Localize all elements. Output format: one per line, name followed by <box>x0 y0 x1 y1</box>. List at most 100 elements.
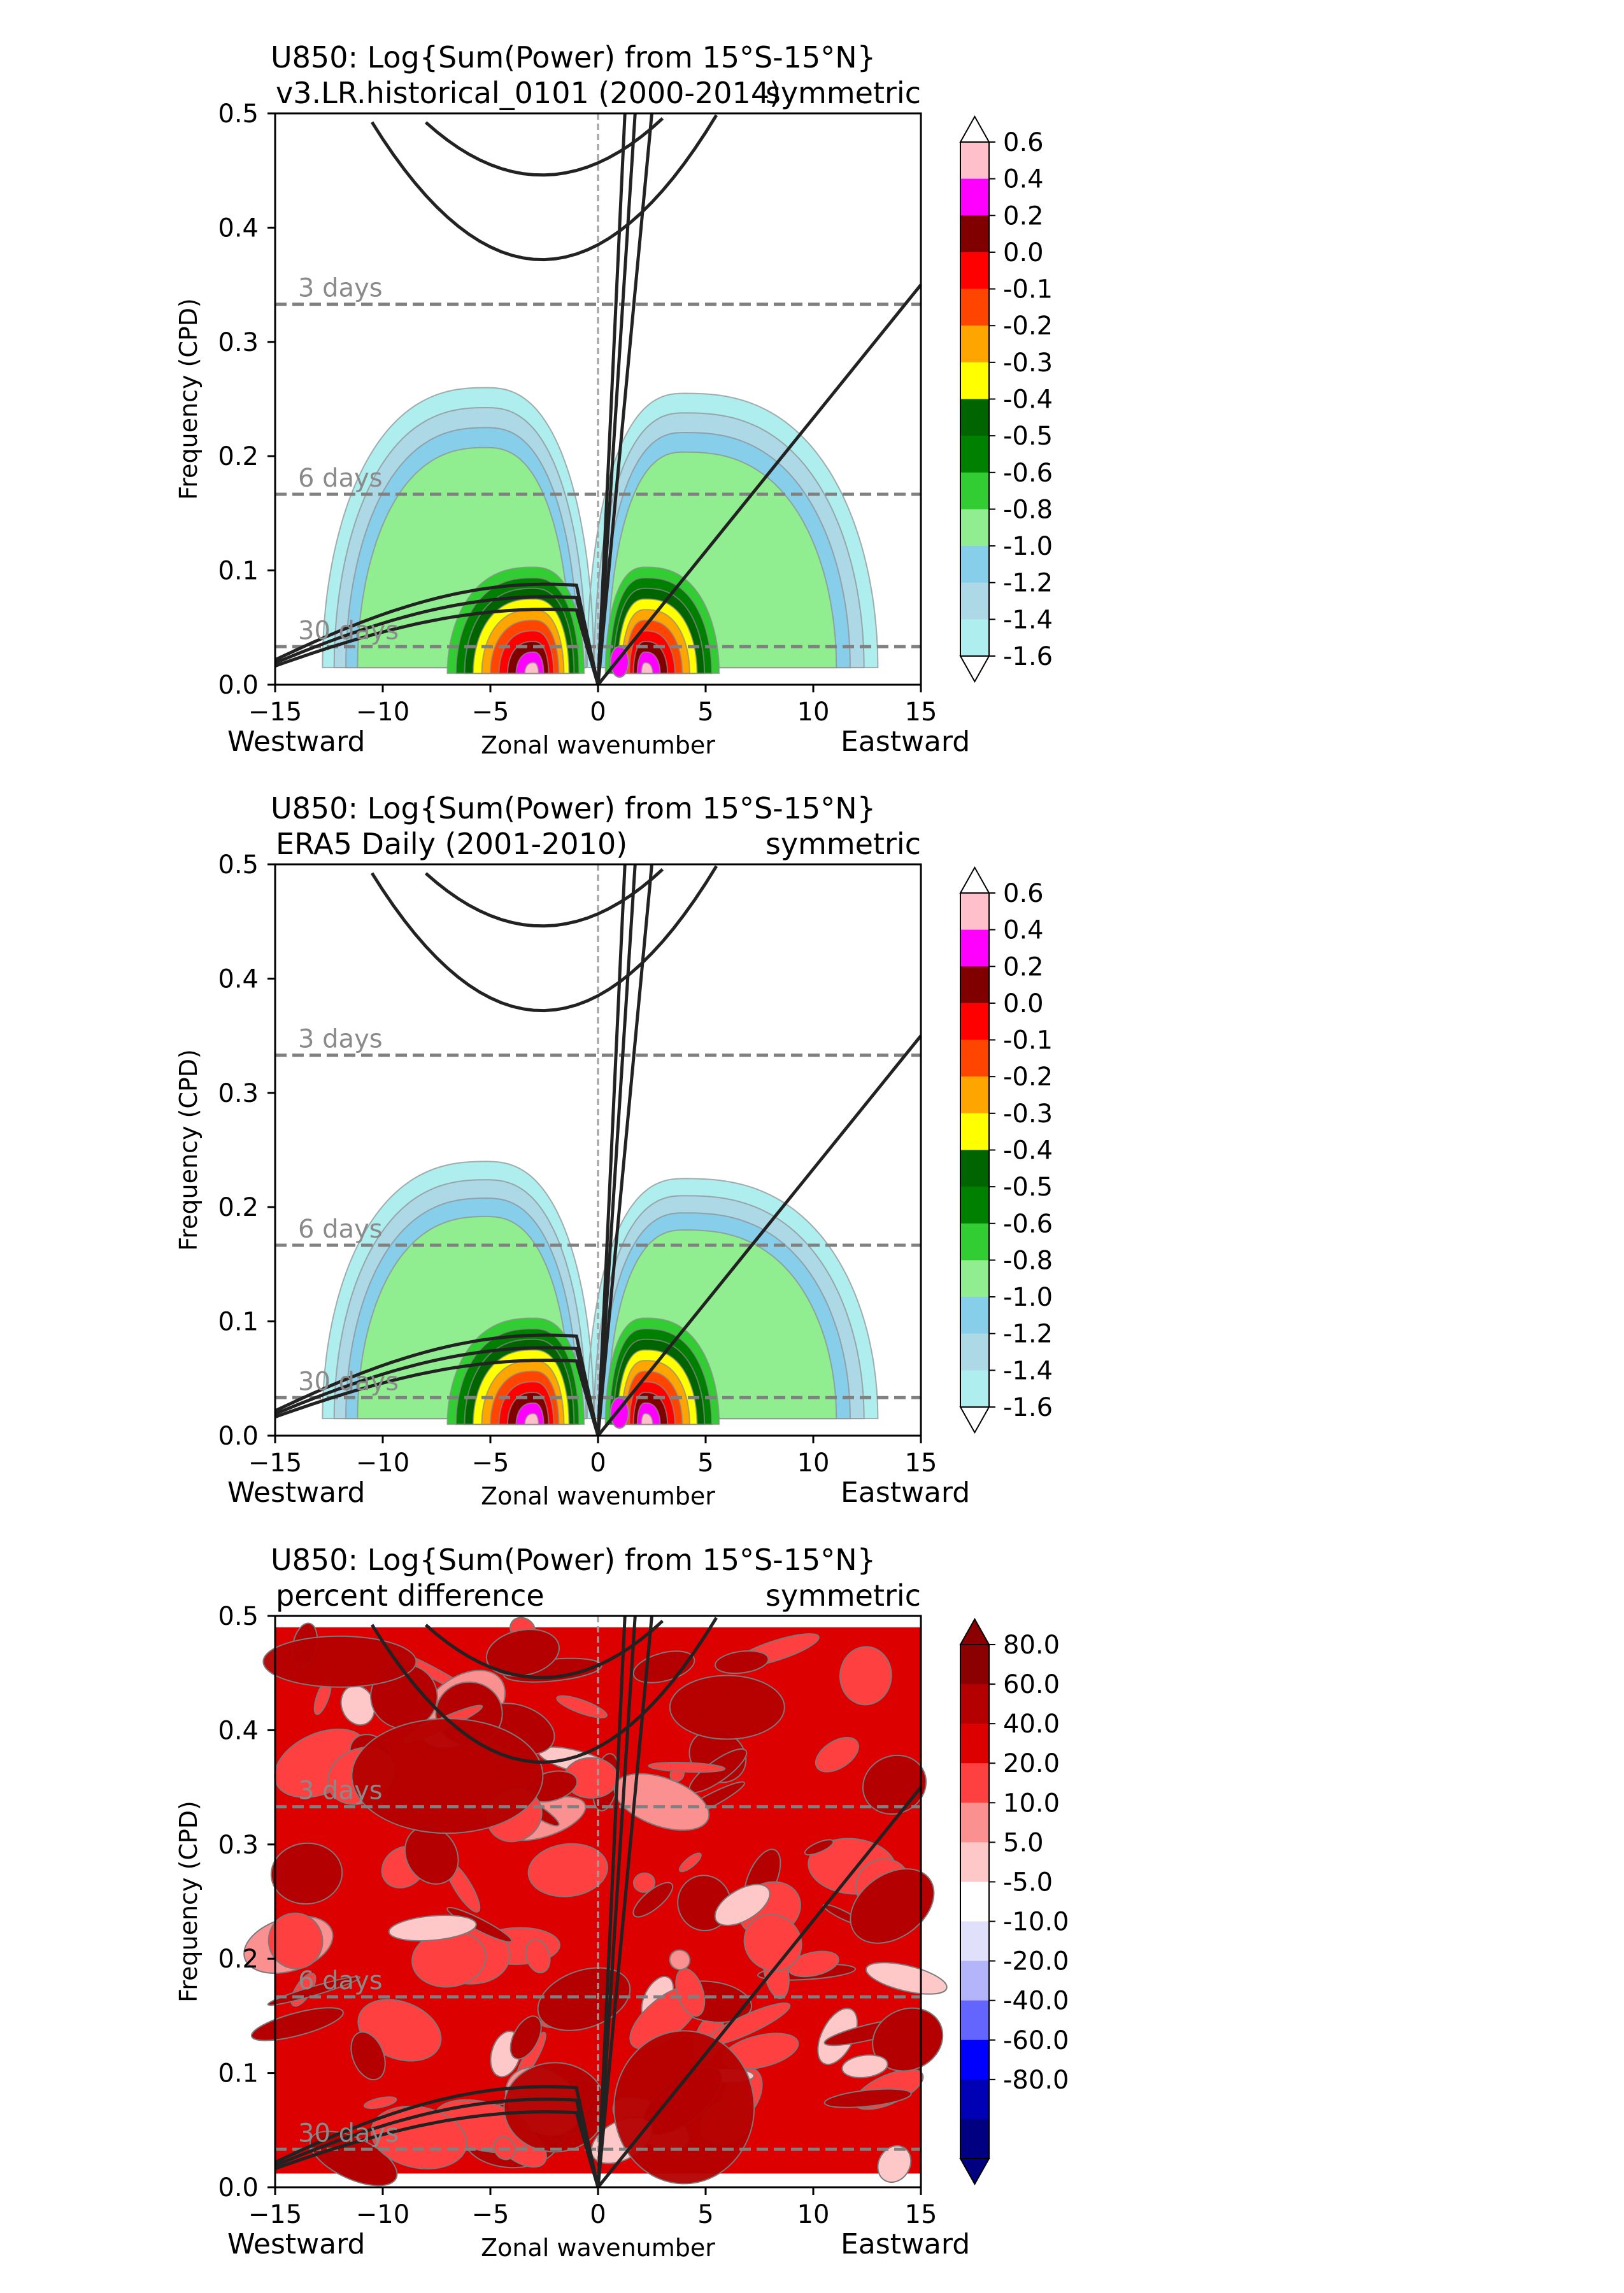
y-tick-label: 0.1 <box>218 557 259 586</box>
rossby-curve-3 <box>274 2110 600 2188</box>
y-tick-label: 0.0 <box>218 1422 259 1451</box>
colorbar-segment <box>960 472 989 510</box>
x-tick-label: 5 <box>697 697 713 727</box>
x-tick-label: −10 <box>356 2200 410 2229</box>
colorbar-tick-label: -1.0 <box>1003 532 1053 561</box>
colorbar: 0.6 0.4 0.2 0.0 -0.1 -0.2 -0.3 -0.4 -0.5 -0.6 -0.8… <box>959 866 1053 1434</box>
x-tick-label: 10 <box>797 1448 830 1478</box>
colorbar-tick-label: -0.1 <box>1003 1026 1053 1055</box>
colorbar-tick-label: 5.0 <box>1003 1828 1044 1857</box>
colorbar-segment <box>960 1076 989 1114</box>
kelvin-line-4 <box>597 1786 922 2189</box>
contour-fills <box>322 387 879 678</box>
colorbar-tick-label: 0.4 <box>1003 165 1044 194</box>
chart-subtitle-right: symmetric <box>766 76 921 110</box>
y-axis-label: Frequency (CPD) <box>175 1801 203 2003</box>
colorbar-segment <box>960 178 989 216</box>
colorbar-segment <box>960 1039 989 1077</box>
y-tick-label: 0.4 <box>218 1716 259 1745</box>
kelvin-line-3 <box>596 1615 653 2188</box>
colorbar-segment <box>960 893 989 931</box>
colorbar-segment <box>960 1882 989 1922</box>
ig-curve-2 <box>424 868 664 928</box>
diff-blob-level-5 <box>865 1962 948 1995</box>
colorbar-segment <box>960 142 989 180</box>
colorbar-tick-label: -20.0 <box>1003 1947 1069 1976</box>
y-tick-label: 0.1 <box>218 2059 259 2089</box>
contour-fills <box>322 1161 879 1429</box>
x-tick-label: 0 <box>590 1448 606 1478</box>
colorbar-segment <box>960 509 989 546</box>
rossby-curve-2 <box>274 2097 600 2188</box>
colorbar-segment <box>960 1842 989 1882</box>
diff-blob-level-1 <box>350 2031 386 2081</box>
diff-blob-level-3 <box>363 2096 397 2110</box>
diff-blob-level-3 <box>839 1646 892 1706</box>
colorbar-tick-label: -0.3 <box>1003 1099 1053 1129</box>
colorbar-tick-label: -0.1 <box>1003 275 1053 304</box>
diff-blob-level-1 <box>823 2088 912 2108</box>
x-tick-label: −10 <box>356 697 410 727</box>
colorbar-tick-label: 0.6 <box>1003 128 1044 157</box>
ig-curve-2 <box>424 1620 664 1680</box>
contour-level-12 <box>506 641 669 675</box>
colorbar-tick-label: 0.6 <box>1003 879 1044 908</box>
colorbar-segment <box>960 1187 989 1224</box>
colorbar-tick-label: -0.5 <box>1003 1173 1053 1202</box>
ig-curve-2 <box>424 117 664 177</box>
diff-blob-level-1 <box>485 1629 560 1677</box>
colorbar-tick-label: -1.4 <box>1003 1356 1053 1385</box>
y-tick-label: 0.2 <box>218 1945 259 1974</box>
period-label: 3 days <box>298 1776 383 1806</box>
diff-blob-level-1 <box>715 1650 769 1675</box>
colorbar-tick-label: -1.6 <box>1003 642 1053 671</box>
kelvin-line-3 <box>596 864 653 1436</box>
colorbar-tick-label: 10.0 <box>1003 1789 1060 1818</box>
kelvin-line-4 <box>597 1034 922 1437</box>
x-tick-label: 15 <box>905 2200 937 2229</box>
contour-level-12 <box>506 1392 669 1425</box>
diff-blob-level-3 <box>648 1762 726 1773</box>
colorbar-tick-label: 0.2 <box>1003 952 1044 982</box>
y-tick-label: 0.5 <box>218 850 259 880</box>
colorbar-tick-label: -40.0 <box>1003 1987 1069 2016</box>
diff-blob-level-3 <box>815 1736 859 1773</box>
x-tick-label: −15 <box>248 697 302 727</box>
y-axis-label: Frequency (CPD) <box>175 1049 203 1251</box>
colorbar-tick-label: -0.5 <box>1003 422 1053 451</box>
colorbar-tick-label: -80.0 <box>1003 2066 1069 2095</box>
colorbar-segment <box>960 252 989 290</box>
eastward-label: Eastward <box>841 2228 970 2261</box>
x-tick-label: 10 <box>797 697 830 727</box>
colorbar-tick-label: -1.4 <box>1003 605 1053 634</box>
colorbar-extend-top <box>959 1617 990 1645</box>
colorbar-segment <box>960 436 989 473</box>
colorbar-tick-label: -0.4 <box>1003 1136 1053 1166</box>
x-axis-label: Zonal wavenumber <box>481 1482 715 1510</box>
colorbar-segment <box>960 1113 989 1150</box>
period-label: 30 days <box>298 616 399 645</box>
rossby-curve-2 <box>274 595 600 685</box>
y-tick-label: 0.5 <box>218 1602 259 1631</box>
x-tick-label: 15 <box>905 697 937 727</box>
x-tick-label: 0 <box>590 2200 606 2229</box>
rossby-curve-1 <box>274 582 600 685</box>
eastward-label: Eastward <box>841 725 970 758</box>
colorbar-segment <box>960 1684 989 1724</box>
dispersion-overlay <box>274 864 922 1437</box>
colorbar-tick-label: 40.0 <box>1003 1710 1060 1739</box>
x-tick-label: −10 <box>356 1448 410 1478</box>
colorbar-extend-top <box>959 115 990 143</box>
x-tick-label: 0 <box>590 697 606 727</box>
colorbar-tick-label: -1.0 <box>1003 1283 1053 1312</box>
y-tick-label: 0.0 <box>218 2173 259 2203</box>
kelvin-line-2 <box>596 864 637 1436</box>
colorbar-segment <box>960 362 989 399</box>
colorbar-tick-label: -5.0 <box>1003 1868 1053 1897</box>
chart-subtitle-right: symmetric <box>766 1578 921 1613</box>
rossby-curve-3 <box>274 1359 600 1436</box>
x-axis-label: Zonal wavenumber <box>481 2234 715 2262</box>
colorbar-tick-label: -0.8 <box>1003 495 1053 524</box>
period-label: 3 days <box>298 274 383 303</box>
chart-title: U850: Log{Sum(Power) from 15°S-15°N} <box>271 1543 876 1577</box>
